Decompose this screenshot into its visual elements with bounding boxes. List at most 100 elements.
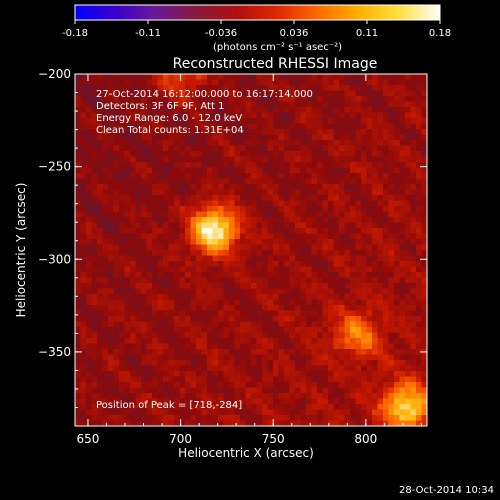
- image-pixel: [245, 129, 252, 135]
- image-pixel: [207, 96, 213, 102]
- image-pixel: [394, 167, 400, 174]
- image-pixel: [130, 310, 136, 317]
- image-pixel: [372, 189, 378, 196]
- image-pixel: [80, 404, 87, 410]
- image-pixel: [328, 255, 334, 262]
- image-pixel: [75, 184, 81, 190]
- image-pixel: [394, 354, 400, 361]
- image-pixel: [146, 255, 153, 262]
- image-pixel: [80, 206, 87, 212]
- image-pixel: [135, 195, 142, 201]
- image-pixel: [405, 74, 411, 80]
- image-pixel: [350, 299, 356, 306]
- image-pixel: [311, 387, 318, 394]
- image-pixel: [229, 349, 235, 355]
- image-pixel: [240, 365, 246, 372]
- image-pixel: [207, 200, 213, 207]
- image-pixel: [124, 266, 131, 273]
- image-pixel: [130, 266, 136, 273]
- image-pixel: [344, 360, 351, 366]
- image-pixel: [130, 101, 136, 108]
- image-pixel: [207, 162, 213, 168]
- image-pixel: [366, 305, 373, 311]
- image-pixel: [284, 184, 290, 190]
- image-pixel: [372, 294, 378, 300]
- image-pixel: [86, 233, 92, 240]
- image-pixel: [361, 321, 367, 328]
- image-pixel: [421, 79, 428, 86]
- image-pixel: [97, 382, 103, 388]
- image-pixel: [80, 140, 87, 146]
- image-pixel: [394, 74, 400, 80]
- image-pixel: [267, 332, 274, 339]
- image-pixel: [163, 195, 169, 201]
- image-pixel: [355, 129, 362, 135]
- image-pixel: [245, 299, 252, 306]
- image-pixel: [141, 162, 147, 168]
- image-pixel: [124, 371, 131, 377]
- image-pixel: [256, 74, 263, 80]
- image-pixel: [333, 288, 340, 295]
- image-pixel: [416, 101, 422, 108]
- image-pixel: [394, 387, 400, 394]
- image-pixel: [262, 90, 268, 97]
- image-pixel: [174, 178, 180, 185]
- image-pixel: [355, 261, 362, 267]
- image-pixel: [256, 261, 263, 267]
- image-pixel: [399, 184, 406, 190]
- image-pixel: [207, 134, 213, 141]
- image-pixel: [130, 206, 136, 212]
- image-pixel: [388, 173, 395, 179]
- image-pixel: [355, 266, 362, 273]
- image-pixel: [80, 96, 87, 102]
- image-pixel: [245, 184, 252, 190]
- image-pixel: [212, 195, 219, 201]
- image-pixel: [179, 189, 186, 196]
- image-pixel: [179, 365, 186, 372]
- image-pixel: [190, 96, 197, 102]
- image-pixel: [108, 360, 114, 366]
- image-pixel: [245, 404, 252, 410]
- image-pixel: [119, 327, 125, 333]
- image-pixel: [245, 96, 252, 102]
- image-pixel: [350, 338, 356, 344]
- image-pixel: [317, 299, 323, 306]
- image-pixel: [322, 404, 329, 410]
- image-pixel: [355, 305, 362, 311]
- image-pixel: [234, 107, 241, 113]
- image-pixel: [207, 189, 213, 196]
- image-pixel: [322, 162, 329, 168]
- image-pixel: [300, 316, 307, 322]
- image-pixel: [344, 206, 351, 212]
- image-pixel: [289, 387, 296, 394]
- image-pixel: [267, 222, 274, 229]
- image-pixel: [262, 327, 268, 333]
- image-pixel: [410, 349, 417, 355]
- image-pixel: [207, 228, 213, 234]
- image-pixel: [355, 107, 362, 113]
- image-pixel: [306, 206, 312, 212]
- image-pixel: [273, 228, 279, 234]
- image-pixel: [80, 162, 87, 168]
- image-pixel: [113, 244, 120, 251]
- image-pixel: [339, 332, 345, 339]
- image-pixel: [146, 85, 153, 91]
- image-pixel: [295, 321, 301, 328]
- image-pixel: [410, 112, 417, 119]
- image-pixel: [372, 151, 378, 157]
- image-pixel: [328, 371, 334, 377]
- image-pixel: [394, 409, 400, 416]
- image-pixel: [223, 167, 230, 174]
- image-pixel: [91, 415, 98, 421]
- image-pixel: [344, 365, 351, 372]
- image-pixel: [355, 288, 362, 295]
- image-pixel: [421, 239, 428, 245]
- image-pixel: [251, 211, 257, 218]
- image-pixel: [157, 145, 164, 152]
- image-pixel: [163, 305, 169, 311]
- image-pixel: [262, 338, 268, 344]
- image-pixel: [328, 184, 334, 190]
- image-pixel: [174, 349, 180, 355]
- image-pixel: [108, 415, 114, 421]
- image-pixel: [157, 371, 164, 377]
